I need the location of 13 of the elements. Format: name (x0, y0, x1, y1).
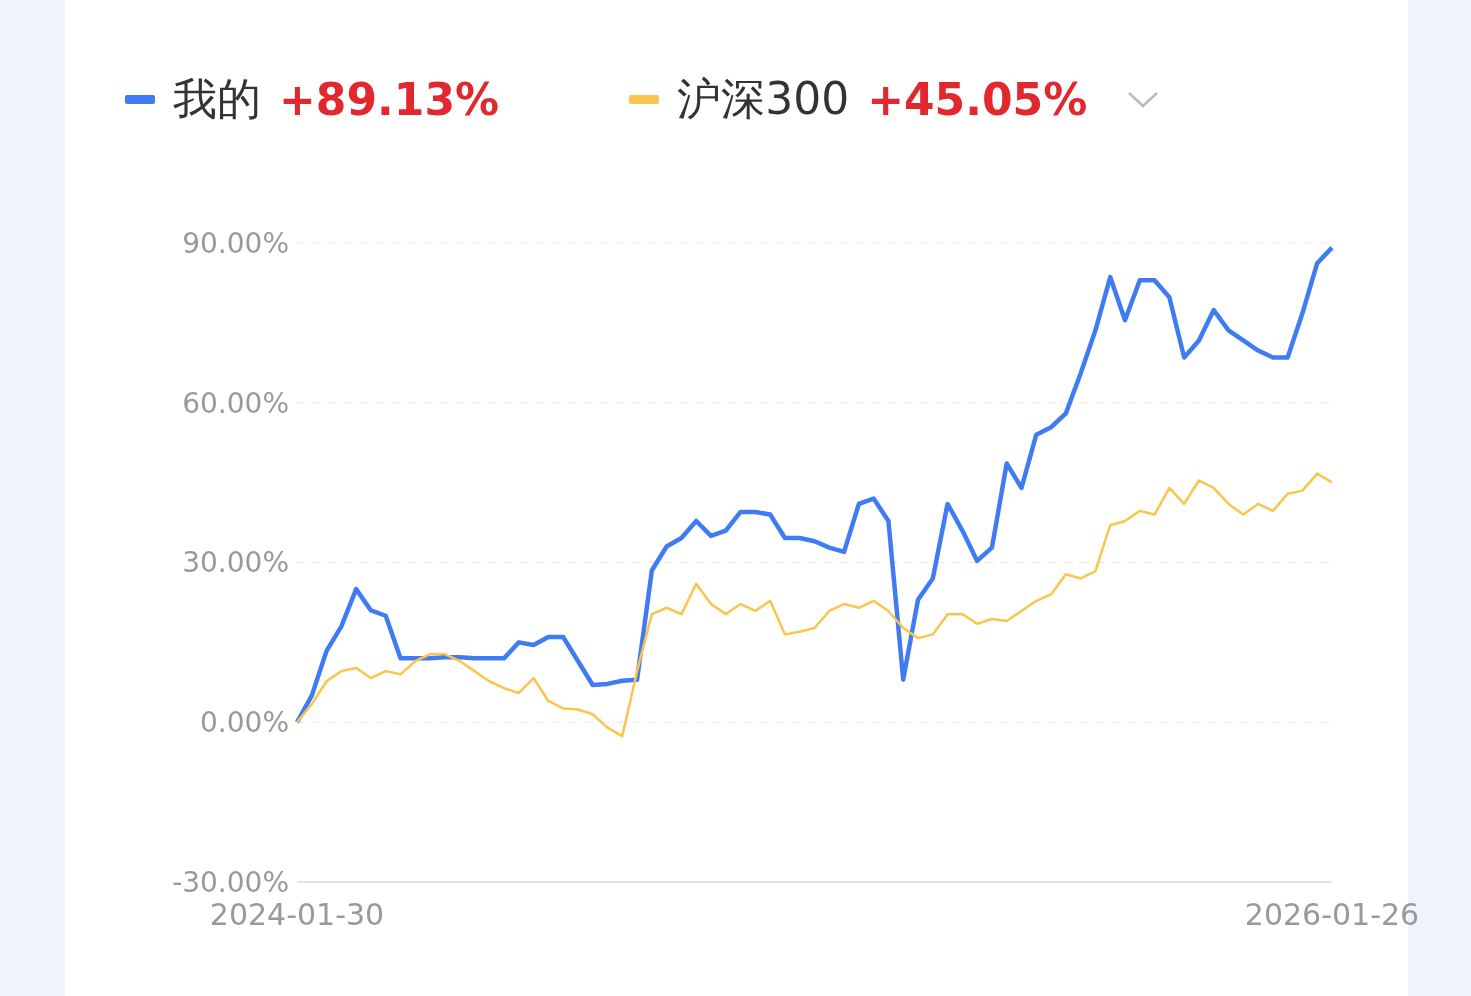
y-tick-label: 90.00% (182, 226, 289, 260)
y-tick-label: -30.00% (172, 865, 289, 899)
y-tick-label: 60.00% (182, 386, 289, 420)
text: +89.13% (279, 74, 500, 125)
legend-label: 沪深300 (677, 72, 850, 126)
y-tick-label: 0.00% (200, 706, 289, 740)
line-series (295, 472, 1334, 738)
legend-label: 我的 (173, 72, 261, 126)
y-tick-label: 30.00% (182, 546, 289, 580)
line-series (294, 245, 1335, 725)
x-tick-label: 2024-01-30 (209, 897, 385, 933)
x-tick-label: 2026-01-26 (1244, 897, 1420, 933)
text: +45.05% (867, 74, 1088, 125)
